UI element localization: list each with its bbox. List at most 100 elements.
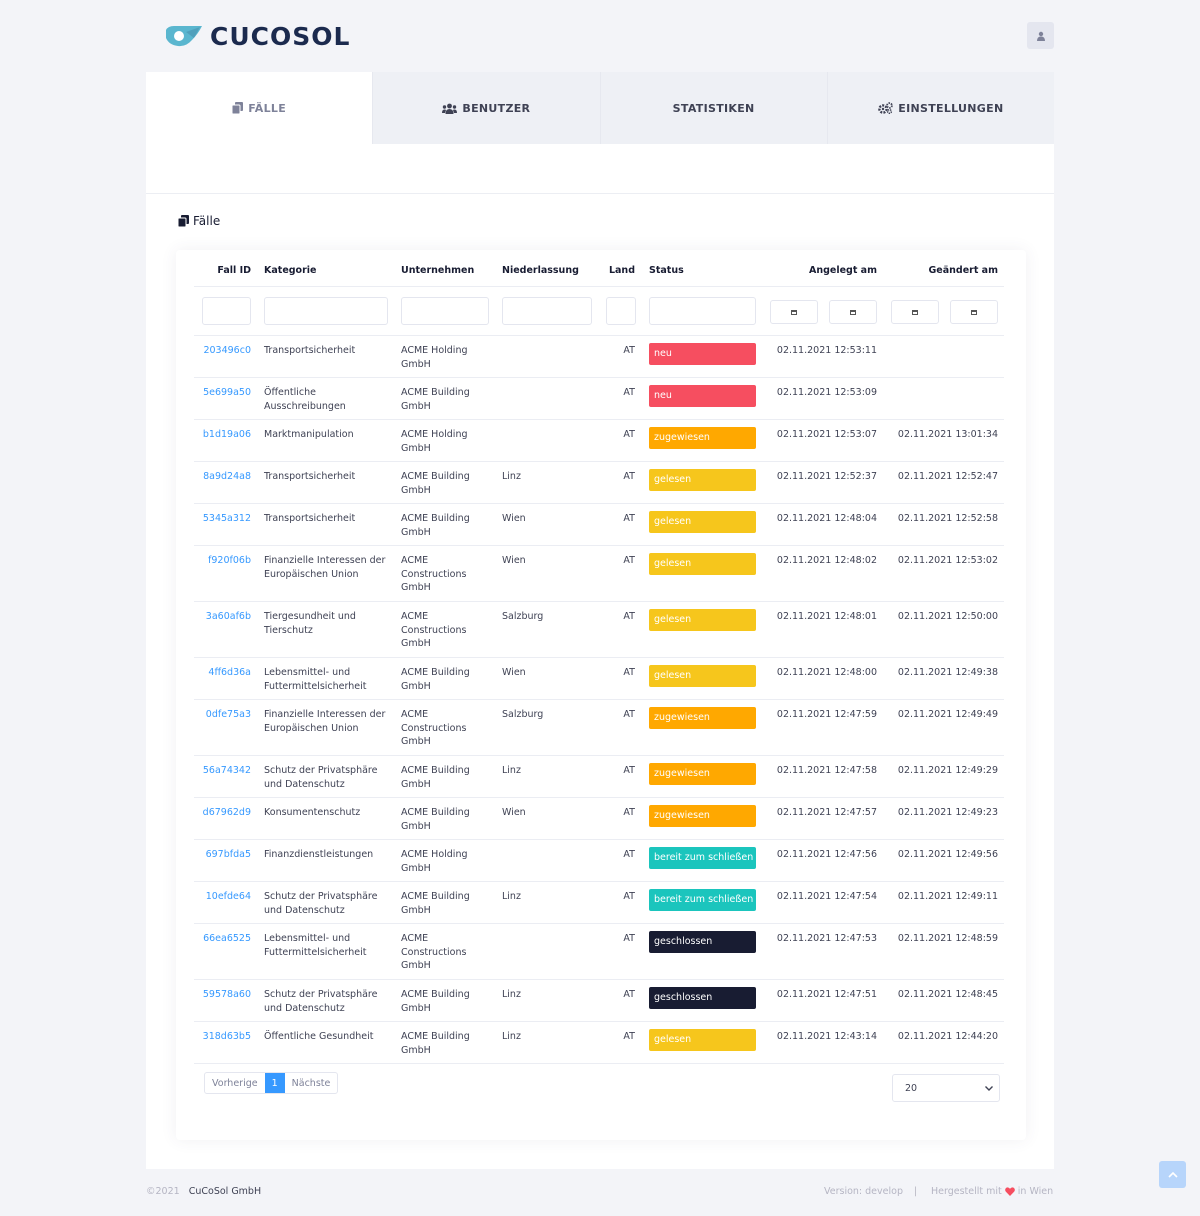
column-header-id[interactable]: Fall ID: [217, 265, 251, 276]
filter-status-input[interactable]: [649, 297, 756, 325]
status-badge: gelesen: [649, 511, 756, 533]
cell-unternehmen: ACME Holding GmbH: [401, 429, 468, 454]
filter-unternehmen-input[interactable]: [401, 297, 489, 325]
table-row[interactable]: 5345a312 Transportsicherheit ACME Building…: [194, 503, 1004, 545]
status-badge: zugewiesen: [649, 427, 756, 449]
table-row[interactable]: d67962d9 Konsumentenschutz ACME Building G…: [194, 797, 1004, 839]
tab-label: STATISTIKEN: [672, 101, 755, 115]
cell-angelegt: 02.11.2021 12:43:14: [776, 1031, 877, 1042]
filter-geaendert-to[interactable]: [950, 300, 998, 324]
cell-kategorie: Öffentliche Ausschreibungen: [264, 387, 346, 412]
table-row[interactable]: 5e699a50 Öffentliche Ausschreibungen ACME …: [194, 377, 1004, 419]
column-header-niederlassung[interactable]: Niederlassung: [502, 265, 579, 276]
cell-angelegt: 02.11.2021 12:47:57: [776, 807, 877, 818]
tab-faelle[interactable]: FÄLLE: [146, 72, 373, 144]
filter-angelegt-from[interactable]: [770, 300, 818, 324]
table-row[interactable]: 318d63b5 Öffentliche Gesundheit ACME Build…: [194, 1021, 1004, 1063]
scroll-top-button[interactable]: [1159, 1161, 1186, 1188]
column-header-angelegt[interactable]: Angelegt am: [808, 265, 877, 276]
table-row[interactable]: 203496c0 Transportsicherheit ACME Holding …: [194, 335, 1004, 377]
filter-kategorie-input[interactable]: [264, 297, 388, 325]
cell-angelegt: 02.11.2021 12:47:51: [776, 989, 877, 1000]
users-icon: [442, 103, 458, 114]
table-row[interactable]: 4ff6d36a Lebensmittel- und Futtermittelsi…: [194, 657, 1004, 699]
filter-geaendert-from[interactable]: [891, 300, 939, 324]
cell-land: AT: [623, 429, 635, 440]
status-badge: gelesen: [649, 609, 756, 631]
cell-geaendert: 02.11.2021 12:49:23: [897, 807, 998, 818]
table-row[interactable]: 697bfda5 Finanzdienstleistungen ACME Holdi…: [194, 839, 1004, 881]
cell-kategorie: Schutz der Privatsphäre und Datenschutz: [264, 891, 378, 916]
brand-logo[interactable]: CUCOSOL: [164, 20, 350, 52]
calendar-icon: [912, 309, 918, 315]
tab-statistiken[interactable]: STATISTIKEN: [599, 72, 827, 144]
case-id-link[interactable]: 318d63b5: [202, 1031, 251, 1042]
tab-benutzer[interactable]: BENUTZER: [372, 72, 600, 144]
filter-angelegt-to[interactable]: [829, 300, 877, 324]
table-row[interactable]: 56a74342 Schutz der Privatsphäre und Date…: [194, 755, 1004, 797]
cell-geaendert: 02.11.2021 12:49:29: [897, 765, 998, 776]
column-header-geaendert[interactable]: Geändert am: [928, 265, 998, 276]
chevron-down-icon: [985, 1085, 993, 1091]
copy-icon: [178, 215, 189, 227]
pagination-prev-button[interactable]: Vorherige: [212, 1077, 258, 1089]
case-id-link[interactable]: d67962d9: [202, 807, 251, 818]
case-id-link[interactable]: 0dfe75a3: [205, 709, 251, 720]
column-header-kategorie[interactable]: Kategorie: [264, 265, 317, 276]
cell-unternehmen: ACME Holding GmbH: [401, 849, 468, 874]
column-header-unternehmen[interactable]: Unternehmen: [401, 265, 475, 276]
cell-angelegt: 02.11.2021 12:53:09: [776, 387, 877, 398]
cell-niederlassung: Linz: [502, 1031, 521, 1042]
table-row[interactable]: 59578a60 Schutz der Privatsphäre und Date…: [194, 979, 1004, 1021]
filter-id-input[interactable]: [202, 297, 251, 325]
cell-land: AT: [623, 849, 635, 860]
case-id-link[interactable]: 5e699a50: [203, 387, 251, 398]
cell-kategorie: Finanzielle Interessen der Europäischen …: [264, 709, 386, 734]
page-size-value: 20: [905, 1082, 918, 1094]
cell-geaendert: 02.11.2021 12:50:00: [897, 611, 998, 622]
case-id-link[interactable]: 59578a60: [202, 989, 251, 1000]
user-menu-button[interactable]: [1027, 22, 1054, 49]
cases-table-card: Fall ID Kategorie Unternehmen Niederlass…: [176, 250, 1026, 1140]
cell-geaendert: 02.11.2021 12:49:11: [897, 891, 998, 902]
table-row[interactable]: 0dfe75a3 Finanzielle Interessen der Europ…: [194, 699, 1004, 755]
pagination-next-button[interactable]: Nächste: [291, 1077, 331, 1089]
status-badge: neu: [649, 385, 756, 407]
pagination-page-button[interactable]: 1: [264, 1073, 285, 1093]
case-id-link[interactable]: 4ff6d36a: [208, 667, 251, 678]
status-badge: zugewiesen: [649, 707, 756, 729]
table-row[interactable]: 8a9d24a8 Transportsicherheit ACME Building…: [194, 461, 1004, 503]
table-row[interactable]: 66ea6525 Lebensmittel- und Futtermittelsi…: [194, 923, 1004, 979]
footer-company-link[interactable]: CuCoSol GmbH: [188, 1186, 262, 1197]
cell-kategorie: Transportsicherheit: [264, 513, 356, 524]
top-bar: CUCOSOL: [146, 16, 1054, 56]
case-id-link[interactable]: b1d19a06: [202, 429, 251, 440]
case-id-link[interactable]: 5345a312: [202, 513, 251, 524]
cell-land: AT: [623, 1031, 635, 1042]
cell-angelegt: 02.11.2021 12:53:07: [776, 429, 877, 440]
page-size-select[interactable]: 20: [892, 1074, 1000, 1102]
cell-kategorie: Lebensmittel- und Futtermittelsicherheit: [264, 667, 367, 692]
cell-niederlassung: Linz: [502, 891, 521, 902]
case-id-link[interactable]: f920f06b: [208, 555, 251, 566]
cell-niederlassung: Salzburg: [502, 611, 544, 622]
case-id-link[interactable]: 10efde64: [205, 891, 251, 902]
case-id-link[interactable]: 56a74342: [202, 765, 251, 776]
table-row[interactable]: f920f06b Finanzielle Interessen der Europ…: [194, 545, 1004, 601]
table-row[interactable]: 3a60af6b Tiergesundheit und Tierschutz ACM…: [194, 601, 1004, 657]
cell-niederlassung: Salzburg: [502, 709, 544, 720]
column-header-status[interactable]: Status: [649, 265, 684, 276]
column-header-land[interactable]: Land: [608, 265, 635, 276]
copy-icon: [232, 102, 244, 114]
case-id-link[interactable]: 3a60af6b: [205, 611, 251, 622]
table-row[interactable]: 10efde64 Schutz der Privatsphäre und Date…: [194, 881, 1004, 923]
filter-land-input[interactable]: [606, 297, 636, 325]
case-id-link[interactable]: 66ea6525: [203, 933, 251, 944]
case-id-link[interactable]: 697bfda5: [205, 849, 251, 860]
filter-niederlassung-input[interactable]: [502, 297, 592, 325]
case-id-link[interactable]: 8a9d24a8: [203, 471, 251, 482]
table-row[interactable]: b1d19a06 Marktmanipulation ACME Holding Gm…: [194, 419, 1004, 461]
tab-einstellungen[interactable]: EINSTELLUNGEN: [826, 72, 1054, 144]
case-id-link[interactable]: 203496c0: [203, 345, 251, 356]
cell-kategorie: Transportsicherheit: [264, 345, 356, 356]
